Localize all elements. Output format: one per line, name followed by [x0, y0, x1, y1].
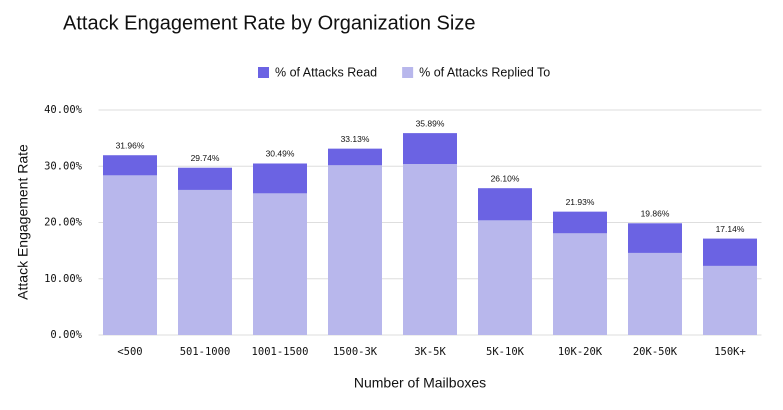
- data-label: 29.74%: [191, 153, 220, 163]
- x-tick-label: <500: [117, 346, 142, 358]
- x-tick-label: 501-1000: [180, 346, 231, 358]
- legend-label: % of Attacks Replied To: [419, 65, 550, 79]
- x-tick-label: 150K+: [714, 346, 746, 358]
- bar: [178, 189, 232, 335]
- x-tick-label: 5K-10K: [486, 346, 525, 358]
- data-label: 26.10%: [491, 173, 520, 183]
- legend-label: % of Attacks Read: [275, 65, 377, 79]
- x-tick-label: 1500-3K: [333, 346, 378, 358]
- bar: [478, 220, 532, 335]
- legend-swatch: [402, 67, 414, 78]
- x-tick-label: 10K-20K: [558, 346, 603, 358]
- data-label: 31.96%: [116, 140, 145, 150]
- x-axis-label: Number of Mailboxes: [354, 375, 486, 391]
- data-label: 19.86%: [641, 209, 670, 219]
- bar: [103, 175, 157, 335]
- chart-title: Attack Engagement Rate by Organization S…: [63, 12, 475, 34]
- legend-swatch: [258, 67, 269, 78]
- data-label: 35.89%: [416, 118, 445, 128]
- y-axis-label: Attack Engagement Rate: [15, 144, 31, 300]
- y-tick-label: 10.00%: [44, 273, 83, 285]
- data-label: 30.49%: [266, 149, 295, 159]
- x-tick-label: 1001-1500: [252, 346, 309, 358]
- bar: [628, 252, 682, 335]
- x-tick-label: 20K-50K: [633, 346, 678, 358]
- bar: [403, 164, 457, 335]
- bar: [328, 165, 382, 335]
- y-tick-label: 40.00%: [44, 104, 83, 116]
- data-label: 33.13%: [341, 134, 370, 144]
- y-tick-label: 20.00%: [44, 217, 83, 229]
- bar: [703, 265, 757, 335]
- x-tick-label: 3K-5K: [414, 346, 446, 358]
- data-label: 21.93%: [566, 197, 595, 207]
- bar: [553, 233, 607, 335]
- y-tick-label: 0.00%: [50, 329, 82, 341]
- bar: [253, 193, 307, 335]
- y-tick-label: 30.00%: [44, 160, 83, 172]
- data-label: 17.14%: [716, 224, 745, 234]
